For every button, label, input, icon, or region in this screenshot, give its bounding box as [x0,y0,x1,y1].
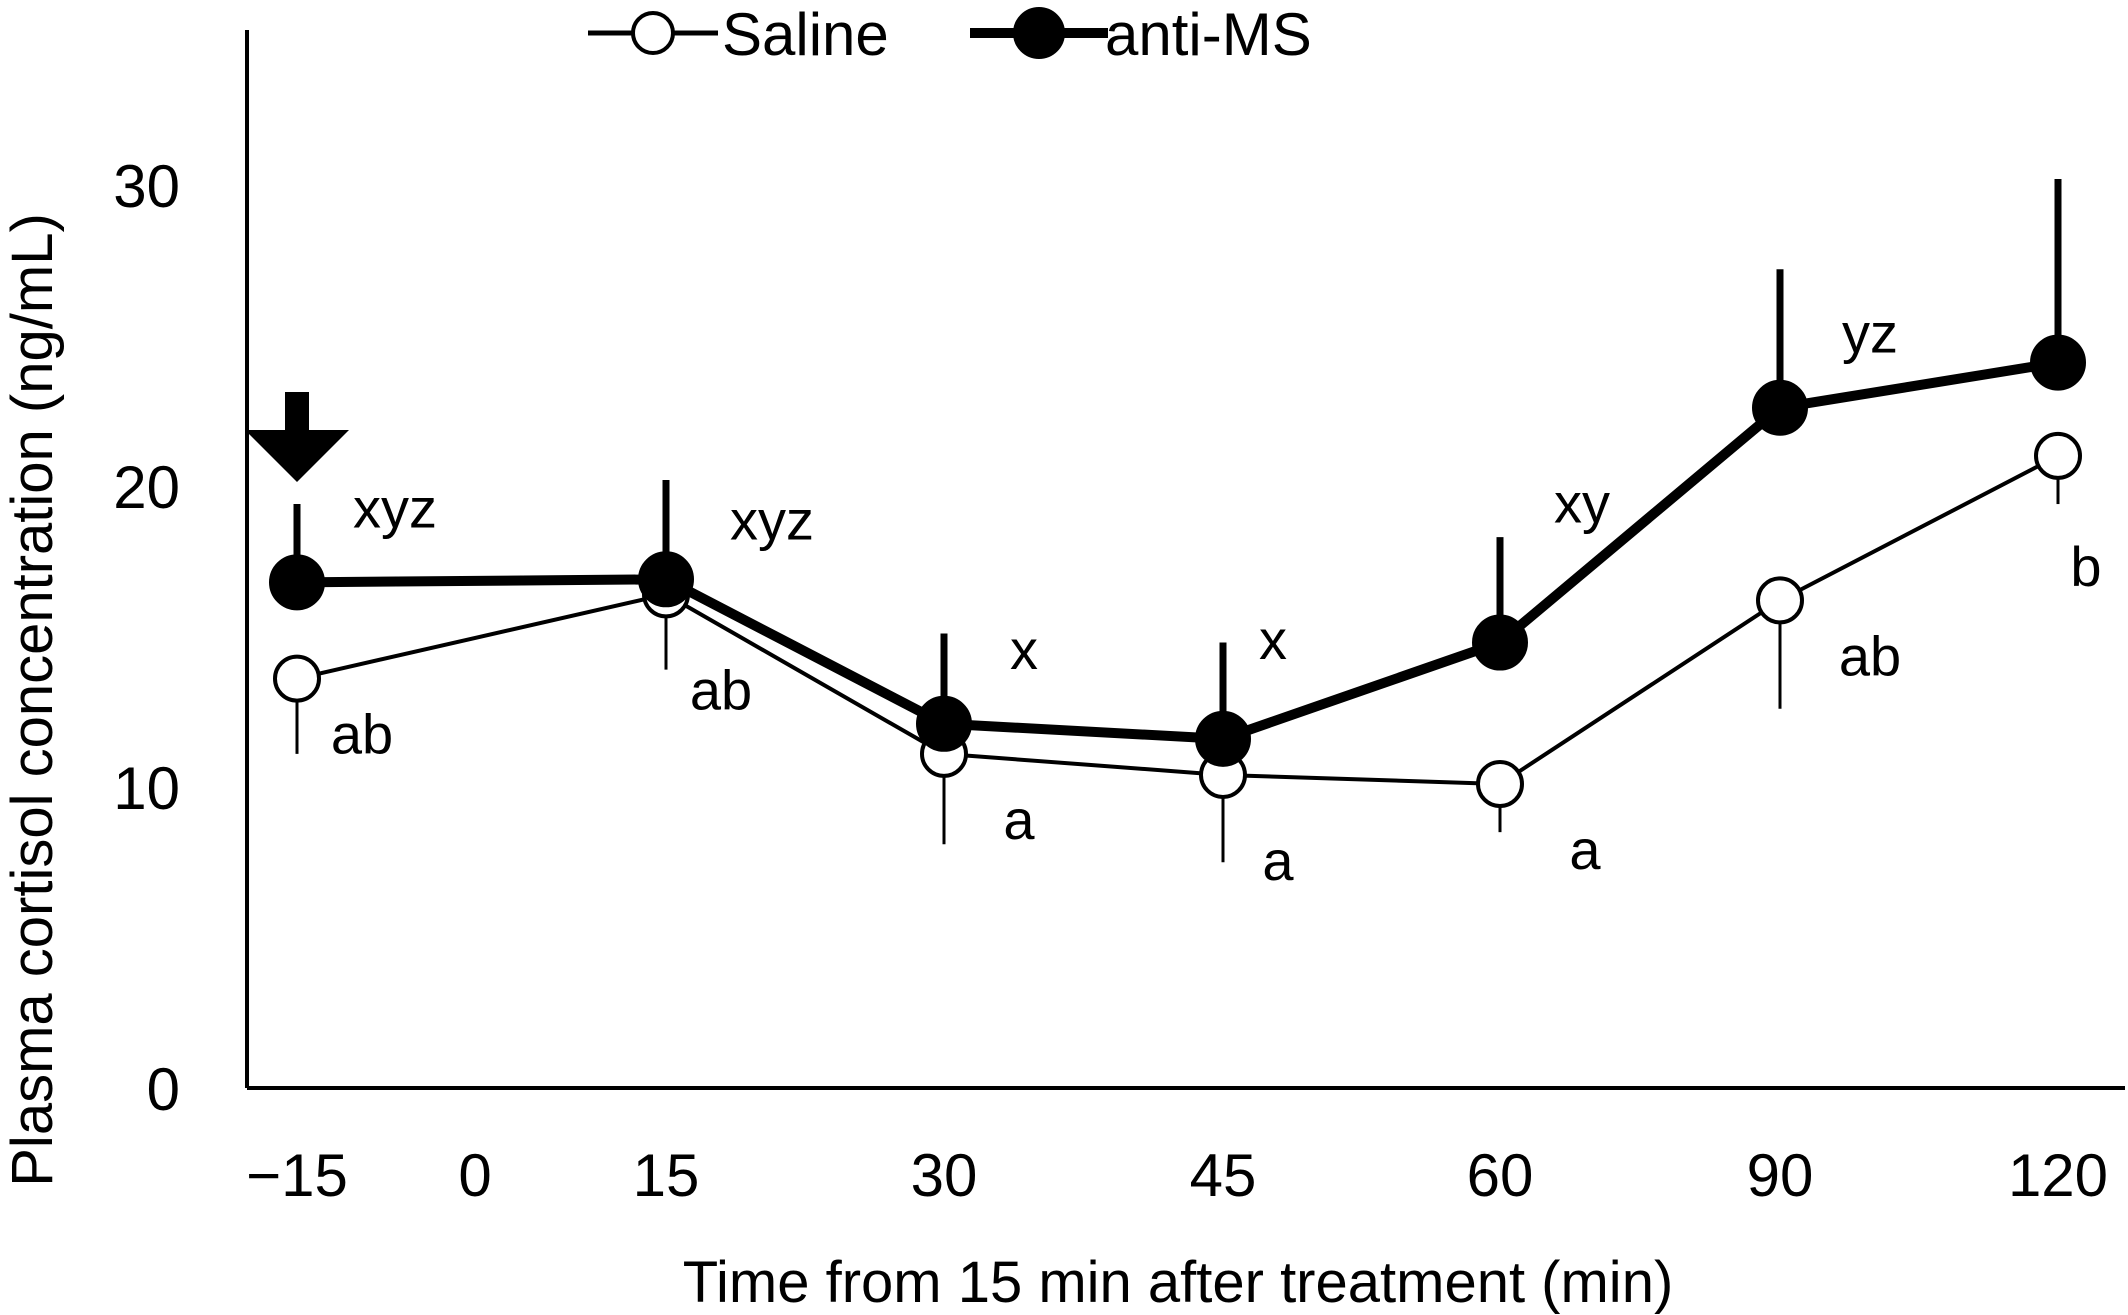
significance-letter: a [1569,818,1601,881]
legend-label: Saline [722,1,889,68]
significance-letter: x [1259,608,1287,671]
data-point [1472,614,1528,671]
significance-letter: a [1003,788,1035,851]
significance-letter: x [1010,618,1038,681]
data-point [273,654,321,703]
series-saline [273,431,2082,863]
x-tick-label: 90 [1747,1142,1814,1209]
treatment-marker-layer [245,392,349,482]
legend-marker [1013,7,1065,59]
significance-letters: ababaaaabbxyzxyzxxxyyzz [331,302,2102,892]
data-point [2030,334,2086,391]
legend: Saline anti-MS [588,1,1312,68]
series-layer [269,178,2086,863]
x-tick-labels: −15 0 15 30 45 60 90 120 [246,1142,2108,1209]
legend-marker [631,11,675,55]
data-point [1476,759,1524,808]
significance-letter: b [2070,535,2101,598]
legend-item: Saline [588,1,889,68]
data-point [916,695,972,752]
data-point [638,551,694,608]
x-tick-label: 120 [2008,1142,2108,1209]
significance-letter: yz [1842,302,1898,365]
x-tick-label: 45 [1190,1142,1257,1209]
data-point [1756,576,1804,625]
significance-letter: xyz [353,476,437,539]
data-point [1195,710,1251,767]
data-point [1752,379,1808,436]
significance-letter: xy [1554,472,1610,535]
data-point [269,554,325,611]
y-tick-label: 30 [113,153,180,220]
legend-item: anti-MS [970,1,1312,68]
significance-letter: ab [1839,624,1901,687]
y-axis-title: Plasma cortisol concentration (ng/mL) [0,213,65,1187]
legend-label: anti-MS [1105,1,1312,68]
x-tick-label: 15 [633,1142,700,1209]
x-tick-label: 30 [911,1142,978,1209]
y-tick-label: 0 [147,1056,180,1123]
y-tick-label: 10 [113,755,180,822]
significance-letter: a [1262,829,1294,892]
significance-letter: ab [331,703,393,766]
y-tick-labels: 0 10 20 30 [113,153,180,1123]
significance-letter: xyz [730,488,814,551]
y-tick-label: 20 [113,454,180,521]
axes [245,30,2125,1090]
down-arrow-icon [245,392,349,482]
x-tick-label: −15 [246,1142,348,1209]
x-tick-label: 0 [458,1142,491,1209]
x-tick-label: 60 [1467,1142,1534,1209]
x-axis-title: Time from 15 min after treatment (min) [683,1250,1674,1315]
series-anti-ms [269,178,2086,767]
data-point [2034,431,2082,480]
significance-letter: ab [690,658,752,721]
